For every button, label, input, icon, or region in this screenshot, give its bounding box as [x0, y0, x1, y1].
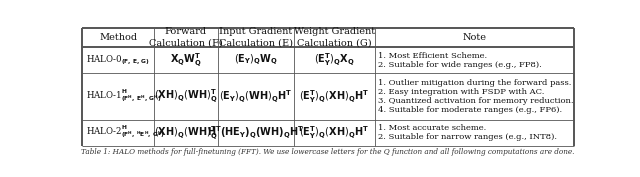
Text: 1. Most Efficient Scheme.: 1. Most Efficient Scheme. — [378, 52, 487, 60]
Text: $(\mathbf{E_Y^T})_\mathbf{Q}(\mathbf{XH})_\mathbf{Q}\mathbf{H^T}$: $(\mathbf{E_Y^T})_\mathbf{Q}(\mathbf{XH}… — [299, 88, 369, 105]
Text: Forward
Calculation (F): Forward Calculation (F) — [148, 27, 223, 48]
Text: HALO-0$_{\mathbf{(F,\, E,\, G)}}$: HALO-0$_{\mathbf{(F,\, E,\, G)}}$ — [86, 53, 150, 67]
Text: $(\mathbf{XH})_\mathbf{Q}(\mathbf{WH})_\mathbf{Q}^\mathbf{T}$: $(\mathbf{XH})_\mathbf{Q}(\mathbf{WH})_\… — [154, 124, 218, 142]
Text: $(\mathbf{E_Y^T})_\mathbf{Q}(\mathbf{XH})_\mathbf{Q}\mathbf{H^T}$: $(\mathbf{E_Y^T})_\mathbf{Q}(\mathbf{XH}… — [299, 124, 369, 141]
Text: 2. Suitable for wide ranges (e.g., FP8).: 2. Suitable for wide ranges (e.g., FP8). — [378, 61, 542, 68]
Text: Table 1: HALO methods for full-finetuning (FFT). We use lowercase letters for th: Table 1: HALO methods for full-finetunin… — [81, 148, 575, 156]
Text: $\mathbf{H^T(HE_Y)_Q(WH)_Q H^T}$: $\mathbf{H^T(HE_Y)_Q(WH)_Q H^T}$ — [207, 125, 304, 141]
Text: 1. Most accurate scheme.: 1. Most accurate scheme. — [378, 124, 486, 132]
Text: $(\mathbf{E_Y})_\mathbf{Q}\mathbf{W_Q}$: $(\mathbf{E_Y})_\mathbf{Q}\mathbf{W_Q}$ — [234, 53, 278, 67]
Text: Method: Method — [99, 33, 137, 42]
Text: Weight Gradient
Calculation (G): Weight Gradient Calculation (G) — [294, 27, 374, 48]
Text: $(\mathbf{XH})_\mathbf{Q}(\mathbf{WH})_\mathbf{Q}^\mathbf{T}$: $(\mathbf{XH})_\mathbf{Q}(\mathbf{WH})_\… — [154, 88, 218, 105]
Text: 3. Quantized activation for memory reduction.: 3. Quantized activation for memory reduc… — [378, 97, 573, 105]
Text: 1. Outlier mitigation during the forward pass.: 1. Outlier mitigation during the forward… — [378, 79, 572, 87]
Text: 2. Easy integration with FSDP with AC.: 2. Easy integration with FSDP with AC. — [378, 88, 545, 96]
Text: $\mathbf{X_Q W_Q^T}$: $\mathbf{X_Q W_Q^T}$ — [170, 52, 202, 69]
Text: Input Gradient
Calculation (E): Input Gradient Calculation (E) — [219, 27, 292, 48]
Text: $(\mathbf{E_Y})_\mathbf{Q}(\mathbf{WH})_\mathbf{Q}\mathbf{H^T}$: $(\mathbf{E_Y})_\mathbf{Q}(\mathbf{WH})_… — [219, 88, 292, 105]
Text: 2. Suitable for narrow ranges (e.g., INT8).: 2. Suitable for narrow ranges (e.g., INT… — [378, 133, 557, 141]
Text: HALO-2$^\mathbf{H}_{\mathbf{(F^H,\, {^H}E^H,\, G^H)}}$: HALO-2$^\mathbf{H}_{\mathbf{(F^H,\, {^H}… — [86, 124, 166, 141]
Text: 4. Suitable for moderate ranges (e.g., FP6).: 4. Suitable for moderate ranges (e.g., F… — [378, 106, 563, 114]
Text: $(\mathbf{E_Y^T})_\mathbf{Q}\mathbf{X_Q}$: $(\mathbf{E_Y^T})_\mathbf{Q}\mathbf{X_Q}… — [314, 52, 355, 68]
Text: HALO-1$^\mathbf{H}_{\mathbf{(F^H,\, E^H,\, G^H)}}$: HALO-1$^\mathbf{H}_{\mathbf{(F^H,\, E^H,… — [86, 88, 162, 105]
Text: Note: Note — [462, 33, 486, 42]
